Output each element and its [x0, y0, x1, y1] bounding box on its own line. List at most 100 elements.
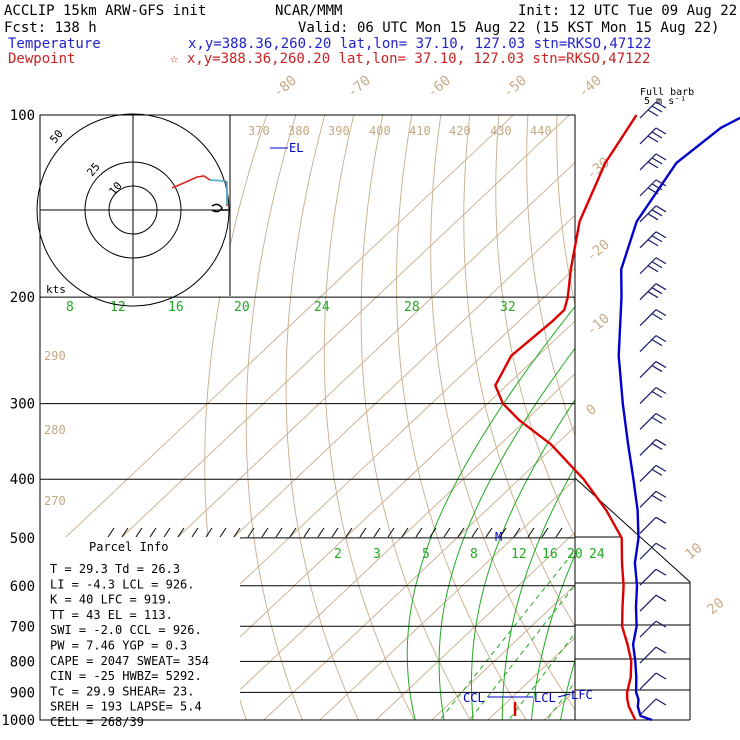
shear-tick — [541, 527, 549, 538]
moist-adiabat-line — [670, 297, 740, 733]
barb-feather — [655, 101, 667, 109]
parcel-info-box — [40, 537, 240, 720]
extended-panel-edge — [574, 477, 691, 720]
dry-adiabat-line — [495, 115, 575, 538]
mixing-ratio-line — [572, 538, 716, 733]
dry-adiabat-line — [556, 115, 575, 307]
shear-tick — [317, 527, 325, 538]
theta-label: 380 — [288, 124, 310, 138]
barb-feather — [655, 412, 667, 420]
lcl-label: LCL — [534, 691, 556, 705]
parcel-info-row: T = 29.3 Td = 26.3 — [50, 562, 180, 576]
pressure-label: 800 — [10, 654, 35, 670]
shear-tick — [387, 527, 395, 538]
wind-barbs — [639, 101, 667, 716]
temperature-location: x,y=388.36,260.20 lat,lon= 37.10, 127.03… — [188, 36, 652, 52]
wind-barb — [639, 490, 667, 508]
hodograph-units: kts — [46, 283, 66, 296]
mixing-ratio-label: 12 — [511, 547, 527, 562]
dry-adiabat-line — [323, 115, 415, 720]
pressure-label: 500 — [10, 531, 35, 547]
barb-shaft — [639, 335, 657, 353]
wind-barb — [639, 646, 667, 664]
dry-adiabat-line — [700, 102, 740, 733]
isotherm-line — [698, 102, 740, 733]
isotherm-line — [151, 320, 575, 720]
extended-panel-lines — [574, 477, 691, 721]
shear-tick — [513, 527, 521, 538]
shear-tick — [121, 527, 129, 538]
moist-adiabat-line — [530, 553, 575, 720]
hodograph-trace-mid — [209, 179, 226, 182]
moist-adiabat-line — [614, 297, 740, 733]
theta-label: 430 — [490, 124, 512, 138]
shear-tick — [219, 527, 227, 538]
model-title: ACCLIP 15km ARW-GFS init — [4, 3, 206, 19]
barb-feather — [655, 309, 667, 317]
isotherm-line — [40, 115, 514, 563]
isotherm-label: -70 — [344, 73, 374, 102]
wind-barb — [639, 387, 667, 404]
m-label: M — [495, 530, 502, 544]
barb-feather — [647, 213, 659, 221]
parcel-info-row: CELL = 268/39 — [50, 715, 144, 729]
theta-label: 390 — [328, 124, 350, 138]
parcel-info-row: PW = 7.46 YGP = 0.3 — [50, 639, 187, 653]
parcel-info-title: Parcel Info — [89, 540, 168, 554]
barb-shaft — [639, 698, 657, 716]
theta-labels: 370 380 390 400 410 420 430 440 290 280 270 — [44, 124, 552, 508]
dry-adiabat-line — [245, 115, 303, 720]
barb-shaft — [639, 516, 657, 534]
parcel-info-panel: Parcel Info T = 29.3 Td = 26.3LI = -4.3 … — [40, 537, 240, 729]
parcel-info-row: SREH = 193 LAPSE= 5.4 — [50, 700, 202, 714]
shear-tick — [555, 527, 563, 538]
lfc-tick — [557, 693, 571, 698]
theta-label: 370 — [248, 124, 270, 138]
hodograph-ring-25 — [84, 161, 182, 259]
moist-adiabat-line — [501, 466, 575, 720]
wind-barb — [639, 361, 667, 378]
barb-shaft — [639, 309, 657, 327]
mixing-ratio-labels: 8 12 16 20 24 28 322 3 5 8 12 16 20 24 — [66, 300, 605, 562]
wind-barb — [639, 438, 667, 456]
shear-tick — [429, 527, 437, 538]
el-label: EL — [289, 141, 303, 155]
wind-barb — [639, 464, 667, 482]
wind-barb — [639, 257, 667, 275]
pressure-label: 1000 — [1, 713, 35, 729]
barb-shaft — [639, 361, 657, 378]
shear-tick — [107, 527, 115, 538]
mixing-ratio-label: 16 — [542, 547, 558, 562]
pressure-label: 600 — [10, 579, 35, 595]
mixing-ratio-label: 28 — [404, 300, 420, 315]
isotherm-line — [263, 425, 575, 720]
wind-barb — [639, 205, 667, 223]
moist-adiabat-line — [406, 305, 575, 720]
hodograph-ring-10 — [108, 185, 158, 235]
theta-label: 440 — [530, 124, 552, 138]
parcel-info-row: Tc = 29.9 SHEAR= 23. — [50, 684, 195, 698]
wind-barb — [639, 179, 667, 197]
isotherm-label: 20 — [704, 595, 727, 618]
org-label: NCAR/MMM — [275, 3, 342, 19]
barb-feather — [655, 179, 667, 187]
shear-tick — [401, 527, 409, 538]
shear-tick — [163, 527, 171, 538]
barb-feather — [655, 335, 667, 343]
dry-adiabat-line — [526, 115, 575, 437]
shear-tick — [135, 527, 143, 538]
barb-feather — [647, 161, 659, 169]
barb-shaft — [639, 594, 657, 612]
wind-barb — [639, 594, 667, 612]
hodograph-box — [40, 115, 230, 296]
isotherm-line — [431, 584, 575, 720]
shear-tick — [457, 527, 465, 538]
barb-feather — [647, 291, 659, 299]
barb-feather — [651, 235, 663, 243]
mixing-ratio-grid — [439, 538, 716, 733]
dry-adiabat-line — [672, 102, 740, 733]
theta-label: 400 — [369, 124, 391, 138]
isotherm-line — [487, 637, 575, 720]
barb-feather — [655, 594, 667, 602]
shear-tick — [443, 527, 451, 538]
